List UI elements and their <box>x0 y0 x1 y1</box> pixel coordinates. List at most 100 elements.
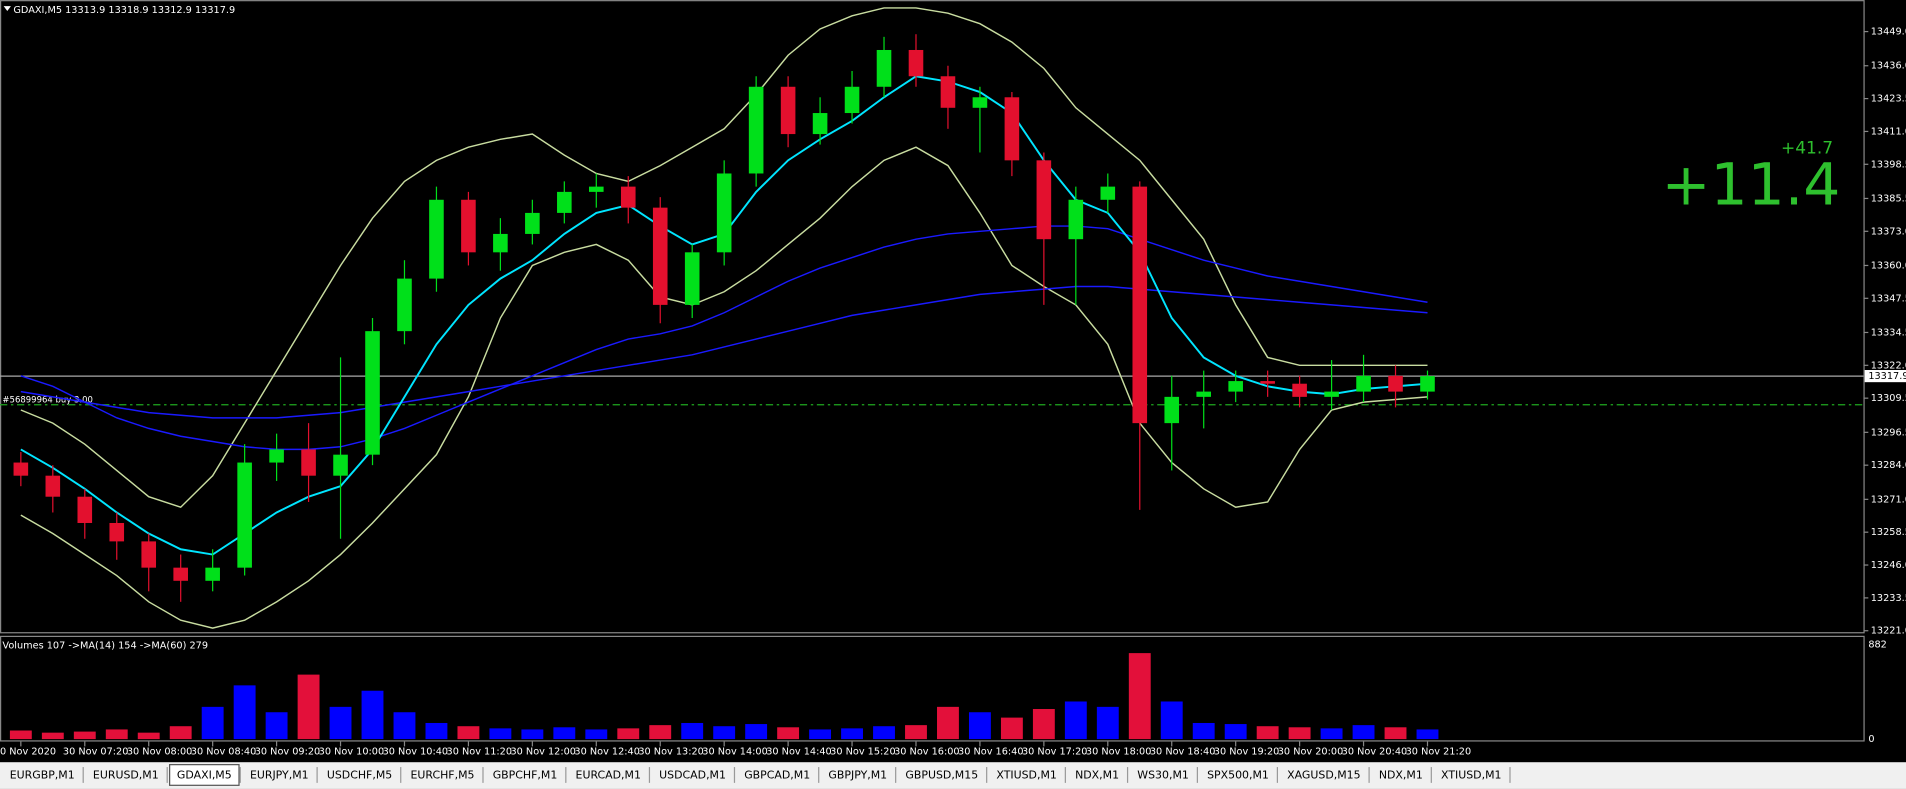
tab-label[interactable]: EURGBP,M1 <box>10 769 75 782</box>
tab-label[interactable]: EURUSD,M1 <box>93 769 159 782</box>
indicator-line <box>20 285 1428 419</box>
candle-body <box>748 86 764 174</box>
volume-bar <box>1192 722 1215 740</box>
tab[interactable]: XTIUSD,M1 <box>989 764 1066 786</box>
candle-body <box>1164 396 1180 424</box>
volume-bar <box>968 712 991 740</box>
tab-box[interactable] <box>568 764 649 786</box>
volume-bar <box>585 729 608 740</box>
candle-body <box>173 567 188 581</box>
candle-body <box>1356 375 1371 392</box>
tab-label[interactable]: SPX500,M1 <box>1207 769 1269 782</box>
tab-box[interactable] <box>85 764 166 786</box>
volume-bar <box>265 712 288 740</box>
tab[interactable]: SPX500,M1 <box>1199 764 1278 786</box>
tab-label[interactable]: GBPCAD,M1 <box>744 769 810 782</box>
tab[interactable]: XTIUSD,M1 <box>1433 764 1511 786</box>
tab-box[interactable] <box>169 764 240 786</box>
tab-box[interactable] <box>319 764 400 786</box>
candle-body <box>525 212 540 234</box>
candle-body <box>141 541 157 568</box>
tab[interactable]: GDAXI,M5 <box>169 764 241 786</box>
candle-body <box>876 49 892 87</box>
volume-bar <box>9 730 32 740</box>
y-tick-label: 13334.5 <box>1871 327 1906 338</box>
tab-box[interactable] <box>821 764 895 786</box>
profit-small: +41.7 <box>1781 138 1833 158</box>
tab-box[interactable] <box>1279 764 1368 786</box>
tab[interactable]: EURCHF,M5 <box>403 764 484 786</box>
tab-box[interactable] <box>1130 764 1197 786</box>
tab-label[interactable]: GDAXI,M5 <box>177 769 232 782</box>
volume-bar <box>489 728 512 740</box>
candle-body <box>652 207 668 305</box>
tab[interactable]: NDX,M1 <box>1067 764 1129 786</box>
candle-body <box>1324 391 1339 397</box>
tab-label[interactable]: XAGUSD,M15 <box>1287 769 1360 782</box>
tab[interactable]: EURUSD,M1 <box>85 764 168 786</box>
tab-label[interactable]: GBPCHF,M1 <box>493 769 558 782</box>
tab-box[interactable] <box>989 764 1065 786</box>
tab-label[interactable]: EURJPY,M1 <box>250 769 309 782</box>
candle-body <box>333 454 348 476</box>
volume-bar <box>73 731 96 740</box>
x-tick-label: 30 Nov 14:40 <box>766 746 832 757</box>
tab[interactable]: GBPJPY,M1 <box>821 764 897 786</box>
tab[interactable]: GBPCHF,M1 <box>485 764 567 786</box>
tab-label[interactable]: USDCHF,M5 <box>327 769 392 782</box>
tab-label[interactable]: NDX,M1 <box>1379 769 1423 782</box>
volume-label: Volumes 107 ->MA(14) 154 ->MA(60) 279 <box>2 641 208 652</box>
tab-box[interactable] <box>1433 764 1509 786</box>
tab[interactable]: GBPUSD,M15 <box>898 764 988 786</box>
volume-bar <box>841 728 863 740</box>
chart-header: GDAXI,M5 13313.9 13318.9 13312.9 13317.9 <box>13 5 235 16</box>
tab-box[interactable] <box>1199 764 1277 786</box>
tab[interactable]: NDX,M1 <box>1371 764 1432 786</box>
tab-box[interactable] <box>898 764 986 786</box>
candle-body <box>972 97 988 108</box>
tab-label[interactable]: GBPUSD,M15 <box>905 769 978 782</box>
tab-label[interactable]: GBPJPY,M1 <box>828 769 887 782</box>
tab-box[interactable] <box>485 764 565 786</box>
tab-label[interactable]: EURCHF,M5 <box>410 769 474 782</box>
tab-label[interactable]: XTIUSD,M1 <box>1441 769 1501 782</box>
x-tick-label: 30 Nov 09:20 <box>255 746 321 757</box>
candle-body <box>1420 376 1435 392</box>
volume-bar <box>233 685 256 740</box>
tab-label[interactable]: WS30,M1 <box>1137 769 1189 782</box>
volume-bar <box>201 706 224 740</box>
tab[interactable]: XAGUSD,M15 <box>1279 764 1370 786</box>
tab-label[interactable]: USDCAD,M1 <box>659 769 726 782</box>
volume-bar <box>1384 727 1407 740</box>
tab[interactable]: EURCAD,M1 <box>568 764 651 786</box>
tab-box[interactable] <box>2 764 82 786</box>
tab-box[interactable] <box>736 764 818 786</box>
tab-box[interactable] <box>403 764 482 786</box>
candle-body <box>908 49 924 77</box>
tab-label[interactable]: NDX,M1 <box>1075 769 1119 782</box>
candle-body <box>269 449 284 463</box>
tab[interactable]: EURGBP,M1 <box>2 764 84 786</box>
y-tick-label: 13284.0 <box>1871 460 1906 471</box>
tab[interactable]: USDCAD,M1 <box>651 764 736 786</box>
volume-bar <box>777 727 800 740</box>
volume-bar <box>105 729 128 740</box>
tab-label[interactable]: EURCAD,M1 <box>576 769 641 782</box>
x-tick-label: 30 Nov 10:00 <box>319 746 385 757</box>
tab-box[interactable] <box>1371 764 1431 786</box>
volume-bar <box>329 706 352 740</box>
tab-label[interactable]: XTIUSD,M1 <box>996 769 1056 782</box>
tab[interactable]: USDCHF,M5 <box>319 764 402 786</box>
y-tick-label: 13423.5 <box>1871 94 1906 105</box>
x-tick-label: 30 Nov 20:00 <box>1278 746 1344 757</box>
candle-body <box>844 86 860 114</box>
tab-box[interactable] <box>242 764 316 786</box>
volume-bar <box>1160 701 1183 740</box>
tab-box[interactable] <box>1067 764 1127 786</box>
tab[interactable]: WS30,M1 <box>1130 764 1198 786</box>
tab-box[interactable] <box>651 764 734 786</box>
tab[interactable]: GBPCAD,M1 <box>736 764 820 786</box>
tab[interactable]: EURJPY,M1 <box>242 764 318 786</box>
x-tick-label: 30 Nov 14:00 <box>702 746 768 757</box>
